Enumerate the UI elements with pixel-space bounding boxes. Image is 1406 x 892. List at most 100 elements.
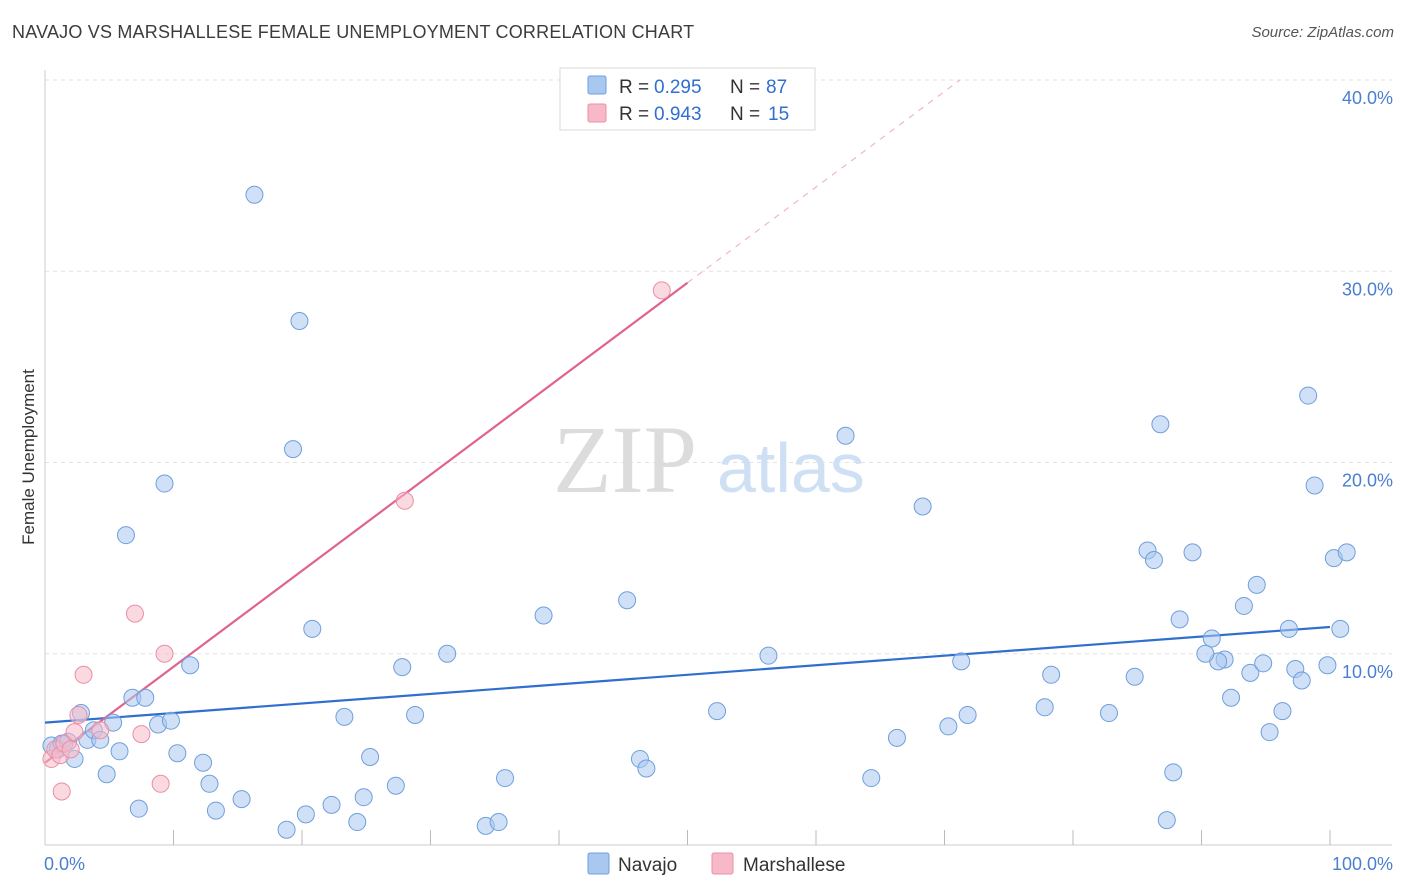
point-navajo [887, 728, 906, 747]
point-navajo [393, 658, 412, 677]
point-navajo [1331, 619, 1350, 638]
point-navajo [1042, 665, 1061, 684]
point-navajo [534, 606, 553, 625]
point-navajo [245, 185, 264, 204]
bottom-legend-swatch-marshallese [711, 852, 734, 875]
legend-n-label: N = [730, 77, 760, 98]
y-axis-label: Female Unemployment [19, 369, 38, 545]
legend-box: R = 0.295 N = 87 R = 0.943 N = 15 [559, 67, 816, 131]
trend-line-marshallese [44, 281, 689, 764]
point-navajo [637, 759, 656, 778]
bottom-legend-label-marshallese: Marshallese [743, 855, 845, 876]
point-marshallese [69, 705, 88, 724]
y-tick-labels: 10.0% 20.0% 30.0% 40.0% [1342, 88, 1393, 682]
legend-swatch-navajo [587, 75, 607, 95]
point-navajo [1151, 415, 1170, 434]
grid-lines [45, 79, 1392, 655]
point-navajo [97, 765, 116, 784]
point-navajo [277, 820, 296, 839]
point-navajo [116, 526, 135, 545]
point-navajo [194, 753, 213, 772]
point-navajo [618, 591, 637, 610]
legend-r-value: 0.295 [654, 77, 702, 98]
x-tick-label-max: 100.0% [1332, 854, 1393, 874]
point-navajo [1273, 702, 1292, 721]
point-navajo [206, 801, 225, 820]
point-navajo [1157, 811, 1176, 830]
legend-r-label: R = [619, 77, 649, 98]
point-navajo [1099, 704, 1118, 723]
point-navajo [284, 440, 303, 459]
point-marshallese [52, 782, 71, 801]
legend-r-value: 0.943 [654, 104, 702, 125]
point-navajo [958, 705, 977, 724]
point-navajo [386, 776, 405, 795]
point-navajo [1202, 629, 1221, 648]
point-navajo [200, 774, 219, 793]
point-navajo [322, 795, 341, 814]
point-navajo [1125, 667, 1144, 686]
point-navajo [939, 717, 958, 736]
point-marshallese [151, 774, 170, 793]
point-navajo [1254, 654, 1273, 673]
point-navajo [1299, 386, 1318, 405]
point-navajo [836, 426, 855, 445]
point-navajo [155, 474, 174, 493]
point-navajo [161, 711, 180, 730]
point-marshallese [155, 644, 174, 663]
point-navajo [1144, 551, 1163, 570]
point-navajo [1234, 596, 1253, 615]
point-navajo [110, 742, 129, 761]
point-navajo [1035, 698, 1054, 717]
legend-n-value: 87 [766, 77, 787, 98]
point-navajo [296, 805, 315, 824]
point-navajo [303, 619, 322, 638]
point-navajo [1222, 688, 1241, 707]
legend-r-label: R = [619, 104, 649, 125]
axes [44, 70, 1392, 846]
watermark: ZIP atlas [553, 406, 865, 513]
point-navajo [952, 652, 971, 671]
point-navajo [708, 702, 727, 721]
bottom-legend-swatch-navajo [587, 852, 610, 875]
point-marshallese [652, 281, 671, 300]
x-tick-label-min: 0.0% [44, 854, 85, 874]
point-navajo [1318, 656, 1337, 675]
point-navajo [862, 769, 881, 788]
point-navajo [1164, 763, 1183, 782]
trend-line-navajo [44, 625, 1331, 724]
point-navajo [181, 656, 200, 675]
trend-lines [44, 79, 1331, 764]
x-ticks [173, 830, 1331, 845]
point-navajo [290, 311, 309, 330]
point-navajo [496, 769, 515, 788]
point-navajo [354, 788, 373, 807]
source-label: Source: ZipAtlas.com [1251, 24, 1394, 41]
point-navajo [232, 790, 251, 809]
point-navajo [489, 813, 508, 832]
bottom-legend: Navajo Marshallese [587, 852, 845, 876]
point-marshallese [61, 740, 80, 759]
point-navajo [1247, 575, 1266, 594]
point-navajo [168, 744, 187, 763]
point-navajo [348, 813, 367, 832]
point-navajo [136, 688, 155, 707]
point-marshallese [74, 665, 93, 684]
point-marshallese [395, 491, 414, 510]
y-tick-label: 10.0% [1342, 662, 1393, 682]
point-marshallese [65, 723, 84, 742]
trend-line-extension-marshallese [687, 79, 961, 284]
point-navajo [1170, 610, 1189, 629]
point-navajo [335, 707, 354, 726]
point-navajo [1337, 543, 1356, 562]
y-tick-label: 40.0% [1342, 88, 1393, 108]
point-navajo [1241, 663, 1260, 682]
chart-title: NAVAJO VS MARSHALLESE FEMALE UNEMPLOYMEN… [12, 22, 695, 42]
point-navajo [1305, 476, 1324, 495]
bottom-legend-label-navajo: Navajo [618, 855, 677, 876]
legend-n-label: N = [730, 104, 760, 125]
point-navajo [438, 644, 457, 663]
point-navajo [129, 799, 148, 818]
point-navajo [361, 748, 380, 767]
point-navajo [1183, 543, 1202, 562]
